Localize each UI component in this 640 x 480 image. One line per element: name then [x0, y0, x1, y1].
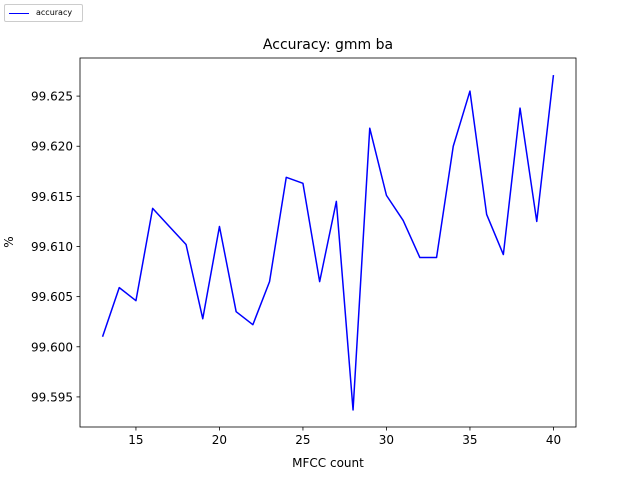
x-tick-label: 30 — [379, 433, 394, 447]
x-tick-label: 25 — [295, 433, 310, 447]
series-line-accuracy — [101, 74, 555, 411]
y-tick-label: 99.605 — [31, 290, 73, 304]
chart-title: Accuracy: gmm ba — [263, 37, 393, 53]
y-tick-label: 99.625 — [31, 90, 73, 104]
y-tick-label: 99.620 — [31, 140, 73, 154]
y-tick-label: 99.615 — [31, 190, 73, 204]
x-axis-ticks: 15 20 25 30 35 40 — [128, 427, 561, 447]
y-axis-ticks: 99.595 99.600 99.605 99.610 99.615 99.620 99.6… — [31, 90, 80, 404]
y-tick-label: 99.610 — [31, 240, 73, 254]
plot-frame — [79, 57, 577, 428]
legend: accuracy — [4, 4, 83, 22]
x-tick-label: 15 — [128, 433, 143, 447]
y-tick-label: 99.595 — [31, 390, 73, 404]
series-layer — [101, 74, 555, 411]
x-axis-label: MFCC count — [292, 456, 364, 470]
x-tick-label: 35 — [462, 433, 477, 447]
x-tick-label: 20 — [212, 433, 227, 447]
x-tick-label: 40 — [546, 433, 561, 447]
y-axis-label: % — [2, 236, 16, 247]
legend-line-accuracy — [9, 13, 29, 14]
y-tick-label: 99.600 — [31, 340, 73, 354]
legend-label-accuracy: accuracy — [36, 8, 73, 17]
